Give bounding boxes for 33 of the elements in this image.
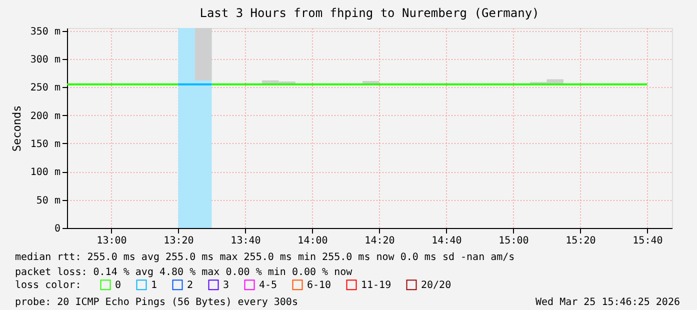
x-tick-label: 13:00 [96, 236, 127, 246]
x-tick-label: 13:20 [164, 236, 194, 246]
text: median rtt: 255.0 ms avg 255.0 ms max 255.0 ms min 255.0 ms now 0.0 ms sd -nan am/s [15, 252, 515, 263]
text: Wed Mar 25 15:46:25 2026 [536, 297, 680, 308]
y-tick-label: 200 m [30, 110, 60, 122]
text: packet loss: 0.14 % avg 4.80 % max 0.00 % min 0.00 % now [15, 267, 354, 278]
legend-label: 3 [223, 280, 230, 291]
x-tick-label: 15:00 [498, 236, 529, 246]
y-tick-label: 250 m [30, 82, 60, 94]
x-tick-label: 15:20 [566, 236, 596, 246]
x-tick-label: 14:20 [364, 236, 395, 246]
x-tick-label: 14:40 [432, 236, 462, 246]
y-tick-label: 100 m [30, 167, 60, 178]
y-tick-label: 150 m [30, 138, 60, 150]
y-tick-label: 0 [54, 224, 60, 234]
legend-label: 4-5 [259, 280, 278, 291]
legend-label: 6-10 [307, 280, 332, 291]
bar [194, 28, 212, 80]
legend-label: 1 [151, 280, 158, 291]
legend-title: loss color: [15, 280, 82, 291]
chart-title: Last 3 Hours from fhping to Nuremberg (Germany) [200, 6, 540, 20]
legend-label: 20/20 [421, 280, 452, 291]
x-tick-label: 14:00 [298, 236, 328, 246]
x-tick-label: 15:40 [632, 236, 663, 246]
y-tick-label: 350 m [30, 26, 60, 38]
text: probe: 20 ICMP Echo Pings (56 Bytes) every 300s [15, 297, 298, 308]
y-tick-label: 50 m [36, 195, 60, 206]
legend-label: 2 [187, 280, 194, 291]
legend-label: 0 [115, 280, 122, 291]
y-tick-label: 300 m [30, 54, 60, 66]
y-axis-title: Seconds [10, 105, 24, 152]
legend-label: 11-19 [361, 280, 392, 291]
x-tick-label: 13:40 [230, 236, 261, 246]
